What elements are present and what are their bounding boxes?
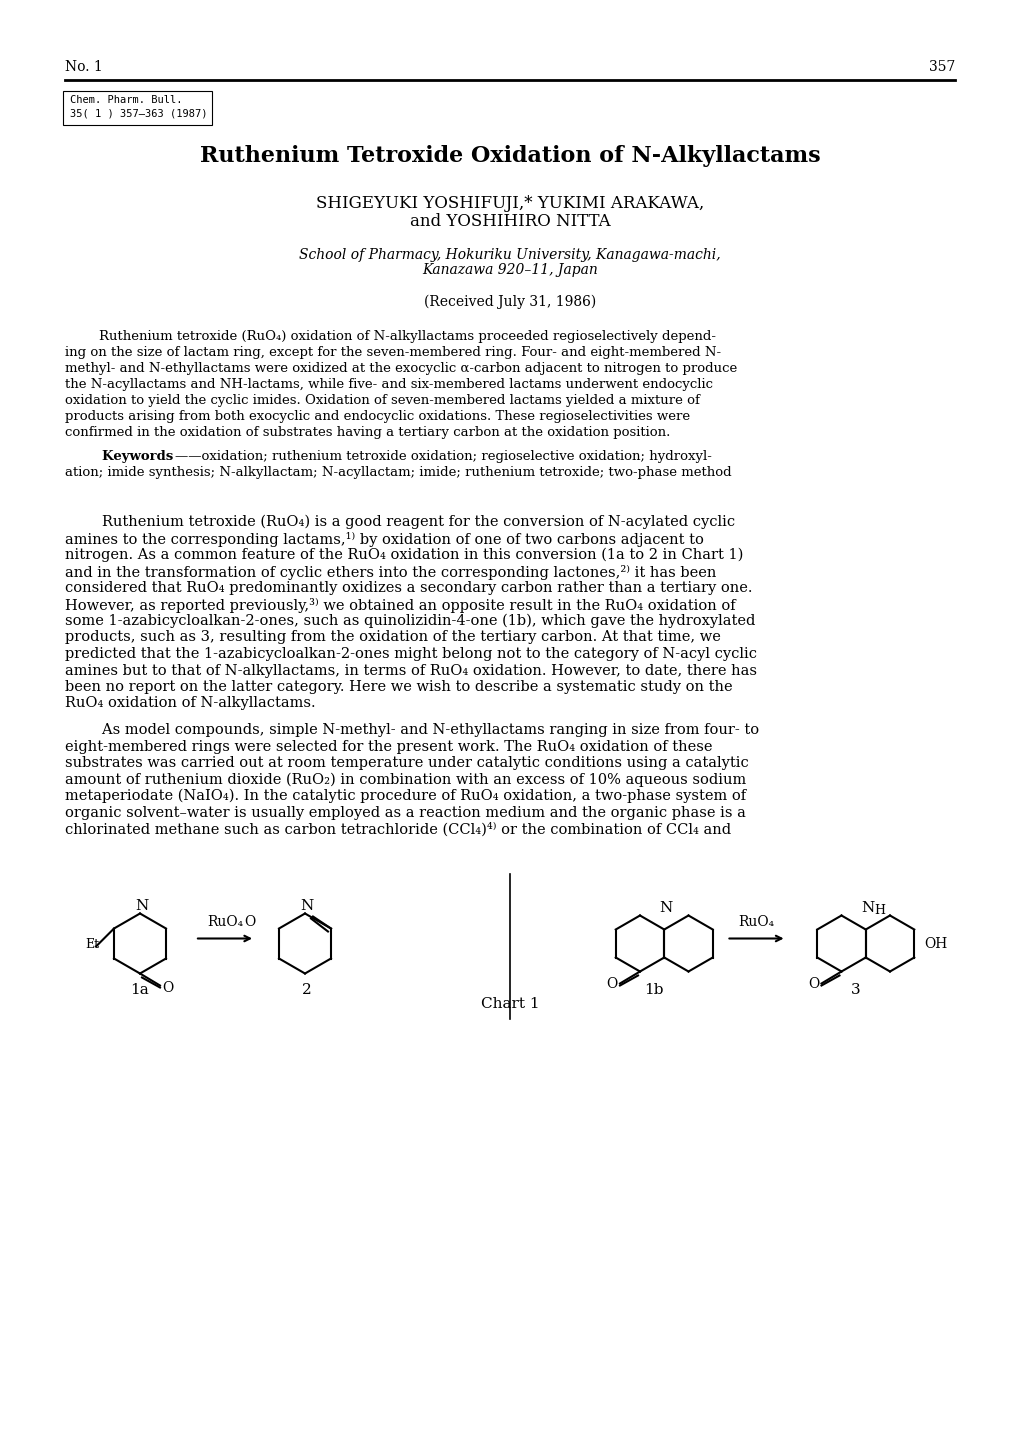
Text: eight-membered rings were selected for the present work. The RuO₄ oxidation of t: eight-membered rings were selected for t… — [65, 739, 712, 754]
Text: As model compounds, simple N-methyl- and N-ethyllactams ranging in size from fou: As model compounds, simple N-methyl- and… — [65, 723, 758, 736]
Text: nitrogen. As a common feature of the RuO₄ oxidation in this conversion (1a to 2 : nitrogen. As a common feature of the RuO… — [65, 548, 743, 562]
Text: School of Pharmacy, Hokuriku University, Kanagawa-machi,: School of Pharmacy, Hokuriku University,… — [299, 248, 720, 262]
Text: RuO₄: RuO₄ — [738, 915, 773, 929]
Text: N: N — [860, 902, 873, 915]
Text: amines but to that of N-alkyllactams, in terms of RuO₄ oxidation. However, to da: amines but to that of N-alkyllactams, in… — [65, 663, 756, 677]
Text: products, such as 3, resulting from the oxidation of the tertiary carbon. At tha: products, such as 3, resulting from the … — [65, 631, 720, 644]
Text: amount of ruthenium dioxide (RuO₂) in combination with an excess of 10% aqueous : amount of ruthenium dioxide (RuO₂) in co… — [65, 772, 746, 787]
Text: organic solvent–water is usually employed as a reaction medium and the organic p: organic solvent–water is usually employe… — [65, 806, 745, 820]
Text: (Received July 31, 1986): (Received July 31, 1986) — [424, 295, 595, 310]
Text: been no report on the latter category. Here we wish to describe a systematic stu: been no report on the latter category. H… — [65, 680, 732, 695]
Text: N: N — [136, 899, 149, 914]
Text: Et: Et — [85, 938, 99, 951]
Text: 3: 3 — [850, 983, 859, 997]
Text: Keywords: Keywords — [65, 450, 173, 463]
Text: predicted that the 1-azabicycloalkan-2-ones might belong not to the category of : predicted that the 1-azabicycloalkan-2-o… — [65, 647, 756, 661]
Text: some 1-azabicycloalkan-2-ones, such as quinolizidin-4-one (1b), which gave the h: some 1-azabicycloalkan-2-ones, such as q… — [65, 614, 755, 628]
Text: and in the transformation of cyclic ethers into the corresponding lactones,²⁾ it: and in the transformation of cyclic ethe… — [65, 565, 715, 579]
Text: Ruthenium tetroxide (RuO₄) is a good reagent for the conversion of N-acylated cy: Ruthenium tetroxide (RuO₄) is a good rea… — [65, 514, 735, 529]
Text: Chart 1: Chart 1 — [480, 997, 539, 1012]
Text: methyl- and N-ethyllactams were oxidized at the exocyclic α-carbon adjacent to n: methyl- and N-ethyllactams were oxidized… — [65, 362, 737, 375]
Text: confirmed in the oxidation of substrates having a tertiary carbon at the oxidati: confirmed in the oxidation of substrates… — [65, 427, 669, 440]
Text: 2: 2 — [302, 983, 312, 997]
Text: N: N — [300, 899, 313, 914]
Text: O: O — [162, 980, 173, 994]
Text: O: O — [605, 977, 618, 990]
Text: SHIGEYUKI YOSHIFUJI,* YUKIMI ARAKAWA,: SHIGEYUKI YOSHIFUJI,* YUKIMI ARAKAWA, — [316, 195, 703, 212]
Text: However, as reported previously,³⁾ we obtained an opposite result in the RuO₄ ox: However, as reported previously,³⁾ we ob… — [65, 598, 735, 612]
Text: 35( 1 ) 357–363 (1987): 35( 1 ) 357–363 (1987) — [70, 110, 207, 120]
Text: 357: 357 — [927, 61, 954, 73]
Text: products arising from both exocyclic and endocyclic oxidations. These regioselec: products arising from both exocyclic and… — [65, 411, 690, 424]
Text: Chem. Pharm. Bull.: Chem. Pharm. Bull. — [70, 95, 182, 105]
Text: substrates was carried out at room temperature under catalytic conditions using : substrates was carried out at room tempe… — [65, 757, 748, 769]
Text: 1a: 1a — [130, 983, 149, 997]
Text: RuO₄ oxidation of N-alkyllactams.: RuO₄ oxidation of N-alkyllactams. — [65, 696, 315, 710]
Text: Kanazawa 920–11, Japan: Kanazawa 920–11, Japan — [422, 264, 597, 277]
Text: OH: OH — [923, 937, 947, 951]
Text: and YOSHIHIRO NITTA: and YOSHIHIRO NITTA — [410, 213, 609, 231]
Text: N: N — [659, 902, 673, 915]
Text: the N-acyllactams and NH-lactams, while five- and six-membered lactams underwent: the N-acyllactams and NH-lactams, while … — [65, 378, 712, 391]
Text: Ruthenium Tetroxide Oxidation of N-Alkyllactams: Ruthenium Tetroxide Oxidation of N-Alkyl… — [200, 146, 819, 167]
Text: H: H — [873, 905, 884, 918]
Text: chlorinated methane such as carbon tetrachloride (CCl₄)⁴⁾ or the combination of : chlorinated methane such as carbon tetra… — [65, 821, 731, 836]
Text: O: O — [807, 977, 818, 990]
Text: ——oxidation; ruthenium tetroxide oxidation; regioselective oxidation; hydroxyl-: ——oxidation; ruthenium tetroxide oxidati… — [175, 450, 711, 463]
Text: O: O — [245, 915, 256, 928]
Text: amines to the corresponding lactams,¹⁾ by oxidation of one of two carbons adjace: amines to the corresponding lactams,¹⁾ b… — [65, 532, 703, 546]
Text: No. 1: No. 1 — [65, 61, 103, 73]
Text: ation; imide synthesis; N-alkyllactam; N-acyllactam; imide; ruthenium tetroxide;: ation; imide synthesis; N-alkyllactam; N… — [65, 465, 731, 478]
Text: ing on the size of lactam ring, except for the seven-membered ring. Four- and ei: ing on the size of lactam ring, except f… — [65, 346, 720, 359]
Text: RuO₄: RuO₄ — [207, 915, 243, 929]
Text: 1b: 1b — [644, 983, 663, 997]
Text: considered that RuO₄ predominantly oxidizes a secondary carbon rather than a ter: considered that RuO₄ predominantly oxidi… — [65, 581, 752, 595]
Text: Ruthenium tetroxide (RuO₄) oxidation of N-alkyllactams proceeded regioselectivel: Ruthenium tetroxide (RuO₄) oxidation of … — [65, 330, 715, 343]
Text: oxidation to yield the cyclic imides. Oxidation of seven-membered lactams yielde: oxidation to yield the cyclic imides. Ox… — [65, 393, 699, 406]
Text: metaperiodate (NaIO₄). In the catalytic procedure of RuO₄ oxidation, a two-phase: metaperiodate (NaIO₄). In the catalytic … — [65, 790, 745, 804]
